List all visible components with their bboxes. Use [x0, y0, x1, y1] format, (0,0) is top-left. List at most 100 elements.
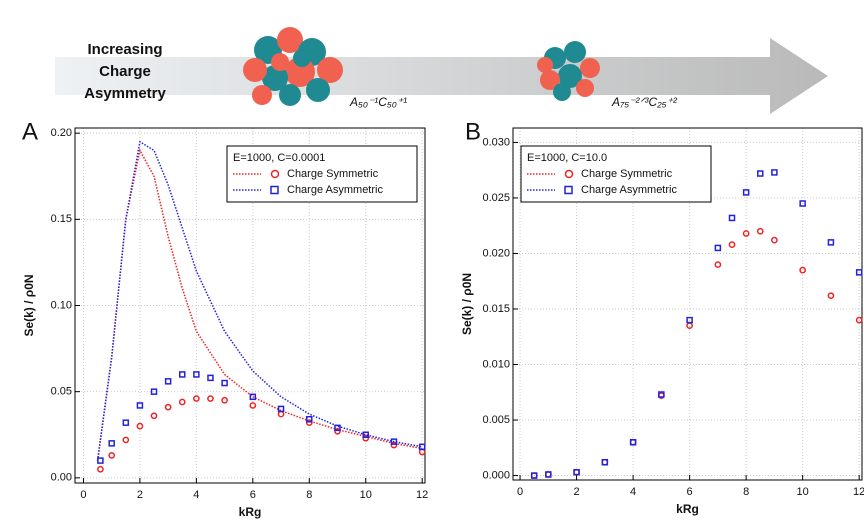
data-point — [108, 440, 115, 447]
y-tick-label: 0.030 — [482, 136, 510, 148]
x-tick-label: 0 — [80, 489, 86, 501]
y-axis-label: Se(k) / ρ0N — [460, 273, 474, 335]
data-point — [221, 396, 228, 404]
data-point — [728, 241, 736, 248]
data-point — [193, 371, 200, 378]
legend-marker — [270, 169, 280, 179]
legend-label: Charge Symmetric — [581, 168, 673, 180]
x-tick-label: 8 — [743, 486, 749, 498]
data-point — [418, 448, 426, 456]
data-point — [249, 402, 257, 409]
panel-label: A — [22, 118, 38, 145]
legend-box — [226, 145, 418, 203]
data-point — [249, 393, 257, 401]
x-tick-label: 4 — [630, 486, 636, 498]
legend-marker — [564, 169, 574, 179]
data-point — [179, 371, 186, 378]
data-point — [150, 388, 158, 395]
data-point — [714, 261, 722, 268]
data-point — [629, 438, 637, 446]
data-point — [108, 452, 116, 459]
legend-label: Charge Symmetric — [287, 168, 379, 180]
data-point — [728, 214, 736, 222]
y-tick-label: 0.05 — [51, 386, 72, 398]
data-point — [306, 415, 313, 423]
y-tick-label: 0.000 — [482, 469, 510, 481]
data-point — [362, 434, 370, 442]
curve — [96, 148, 423, 461]
data-point — [362, 431, 369, 438]
data-point — [221, 379, 228, 387]
plot-frame — [512, 127, 863, 481]
x-tick-label: 12 — [416, 489, 428, 501]
data-point — [277, 405, 285, 413]
data-point — [193, 395, 200, 402]
data-point — [178, 398, 186, 406]
x-tick-label: 10 — [797, 486, 809, 498]
legend-marker — [564, 185, 573, 195]
data-point — [136, 422, 144, 430]
data-point — [164, 378, 172, 385]
x-tick-label: 4 — [193, 489, 199, 501]
molecule-large — [243, 27, 343, 106]
formula-label: A₅₀⁻¹C₅₀⁺¹ — [349, 95, 407, 109]
data-point — [164, 403, 172, 411]
data-point — [150, 412, 158, 420]
data-point — [827, 239, 835, 246]
data-point — [771, 236, 778, 244]
data-point — [855, 269, 863, 276]
data-point — [97, 465, 104, 473]
x-axis-label: kRg — [239, 505, 262, 519]
data-point — [334, 424, 341, 432]
data-point — [757, 170, 764, 177]
data-point — [799, 200, 806, 207]
legend-title: E=1000, C=0.0001 — [233, 152, 325, 164]
data-point — [122, 419, 130, 426]
data-point — [530, 472, 538, 479]
data-point — [305, 419, 313, 427]
data-point — [136, 402, 144, 409]
data-point — [418, 443, 426, 451]
data-point — [827, 292, 835, 300]
y-tick-label: 0.00 — [51, 472, 72, 484]
caption-line: Increasing — [87, 41, 162, 58]
data-point — [799, 266, 807, 274]
y-tick-label: 0.20 — [51, 127, 72, 139]
data-point — [601, 458, 609, 466]
data-point — [658, 391, 665, 398]
x-axis-label: kRg — [676, 502, 699, 516]
x-tick-label: 6 — [687, 486, 693, 498]
caption-line: Charge — [99, 63, 151, 80]
x-tick-label: 12 — [853, 486, 864, 498]
caption-line: Asymmetry — [84, 85, 166, 102]
x-tick-label: 6 — [250, 489, 256, 501]
x-tick-label: 10 — [360, 489, 372, 501]
data-point — [97, 457, 104, 464]
x-tick-label: 2 — [574, 486, 580, 498]
data-point — [756, 227, 764, 235]
molecule-small — [537, 41, 600, 101]
y-tick-label: 0.015 — [482, 303, 510, 315]
y-tick-label: 0.15 — [51, 213, 72, 225]
data-point — [122, 436, 130, 444]
legend-marker — [270, 185, 279, 195]
data-point — [742, 189, 750, 196]
data-point — [742, 230, 750, 237]
plot-frame — [74, 127, 426, 484]
legend-title: E=1000, C=10.0 — [527, 152, 607, 164]
data-point — [207, 395, 214, 402]
data-point — [277, 410, 285, 418]
data-point — [686, 316, 693, 324]
legend-box — [520, 145, 712, 203]
data-point — [545, 471, 552, 478]
data-point — [334, 427, 341, 435]
x-tick-label: 0 — [517, 486, 523, 498]
data-point — [573, 468, 580, 476]
data-point — [390, 441, 398, 449]
y-tick-label: 0.010 — [482, 358, 510, 370]
panel-label: B — [465, 118, 481, 145]
legend-label: Charge Asymmetric — [581, 184, 677, 196]
arrow — [55, 38, 828, 114]
y-tick-label: 0.10 — [51, 299, 72, 311]
